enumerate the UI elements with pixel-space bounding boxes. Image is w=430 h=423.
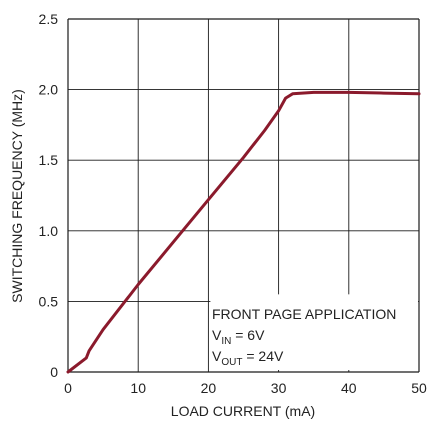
- annotation-line-2: VIN = 6V: [212, 327, 265, 347]
- x-tick-label: 10: [130, 380, 146, 396]
- x-tick-label: 0: [64, 380, 72, 396]
- y-tick-label: 2.5: [39, 11, 59, 27]
- y-tick-label: 0: [50, 364, 58, 380]
- annotation: FRONT PAGE APPLICATION VIN = 6V VOUT = 2…: [212, 306, 396, 368]
- x-tick-label: 40: [341, 380, 357, 396]
- y-tick-label: 1.5: [39, 152, 59, 168]
- y-axis-label: SWITCHING FREQUENCY (MHz): [9, 89, 25, 303]
- x-tick-label: 50: [411, 380, 427, 396]
- y-tick-label: 1.0: [39, 223, 59, 239]
- annotation-background: [210, 294, 418, 370]
- x-tick-label: 30: [271, 380, 287, 396]
- y-tick-label: 0.5: [39, 293, 59, 309]
- annotation-line-1: FRONT PAGE APPLICATION: [212, 306, 396, 322]
- x-axis-label: LOAD CURRENT (mA): [171, 403, 315, 419]
- series-line: [66, 90, 421, 374]
- x-tick-label: 20: [201, 380, 217, 396]
- annotation-line-3: VOUT = 24V: [212, 348, 284, 368]
- grid: [67, 18, 420, 373]
- y-tick-labels: 0 0.5 1.0 1.5 2.0 2.5: [39, 11, 59, 380]
- y-tick-label: 2.0: [39, 82, 59, 98]
- x-tick-labels: 0 10 20 30 40 50: [64, 380, 427, 396]
